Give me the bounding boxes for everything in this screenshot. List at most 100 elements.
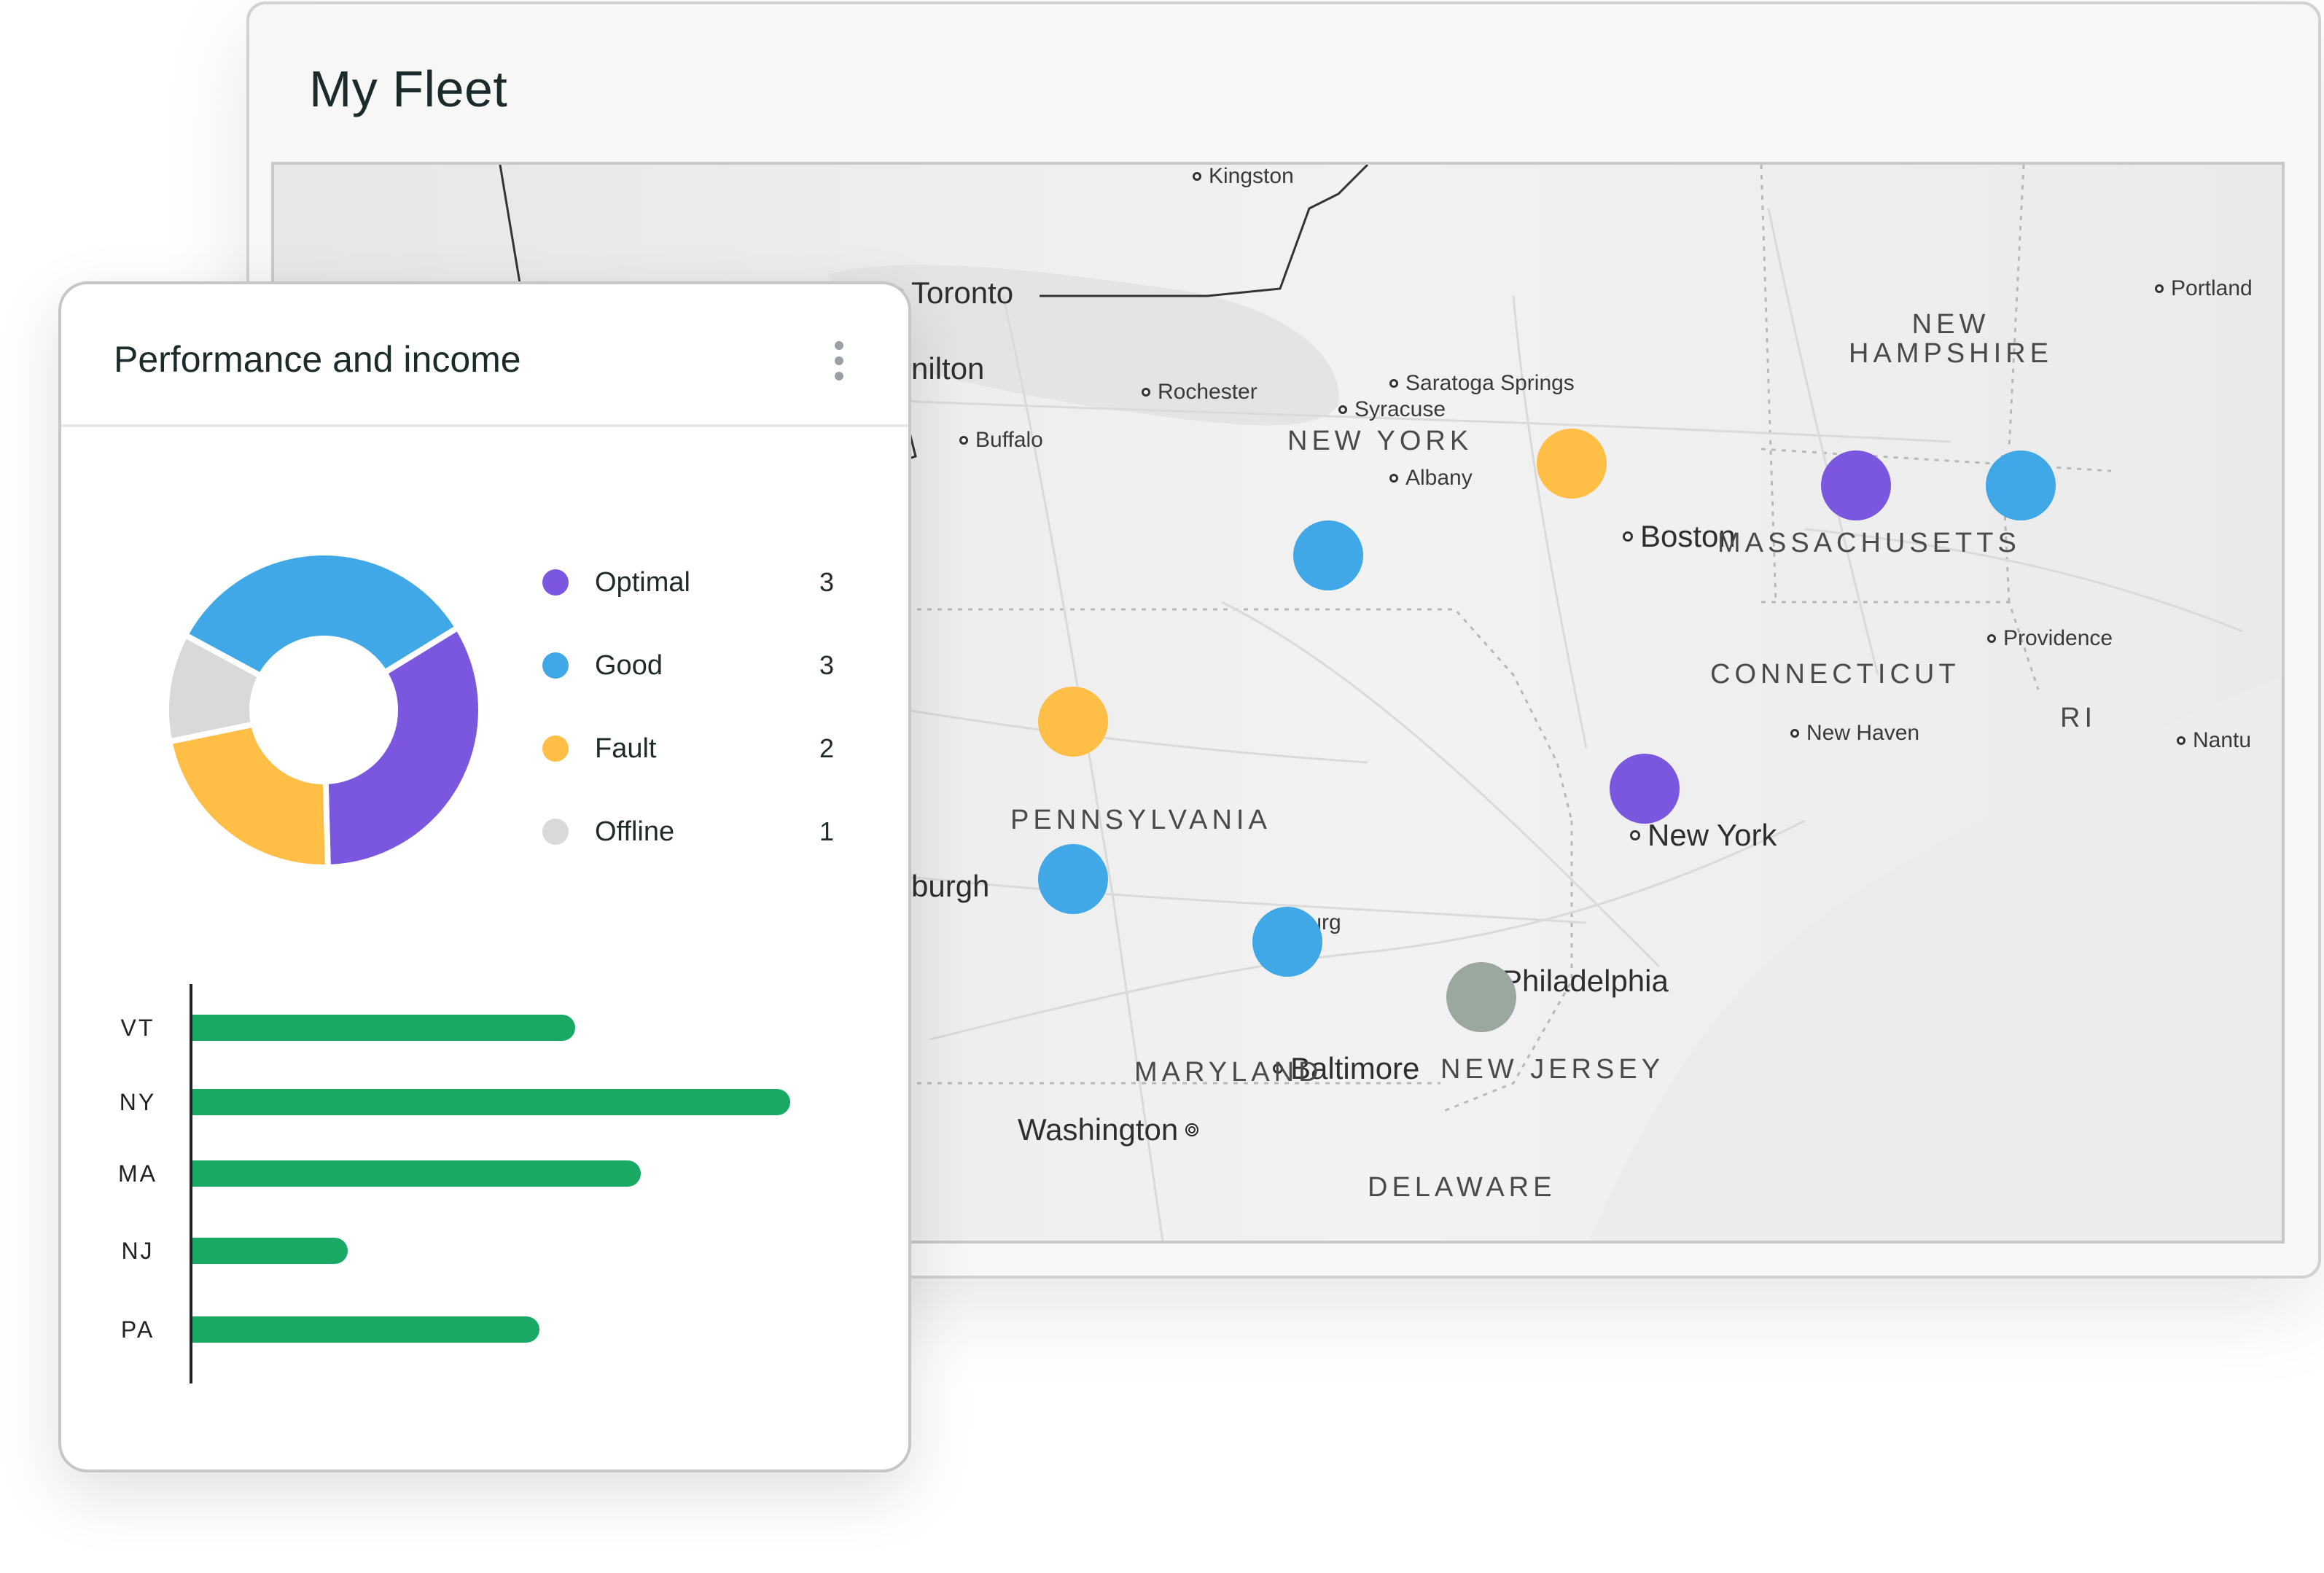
map-state-label: MARYLAND [1134,1057,1323,1088]
city-marker-icon [1389,379,1398,388]
bar-ma[interactable] [192,1160,641,1187]
city-name: Boston [1640,519,1736,553]
fleet-site-pin-optimal[interactable] [1821,450,1891,520]
city-name: burgh [911,869,990,903]
bar-label: VT [120,1014,155,1041]
bar-ny[interactable] [192,1089,790,1115]
city-marker-icon [1389,474,1398,483]
map-state-label: NEW JERSEY [1440,1054,1665,1085]
bar-label: PA [120,1316,155,1343]
city-name: Buffalo [975,428,1043,452]
donut-slice-fault[interactable] [165,720,331,870]
map-city-label: New Haven [1790,721,1919,746]
map-state-label: RI [2060,703,2097,733]
map-state-label: MASSACHUSETTS [1717,528,2021,558]
city-name: Providence [2003,626,2113,650]
legend-count: 3 [819,567,834,597]
card-header: Performance and income [61,284,908,427]
bar-row-ny: NY [61,1088,914,1117]
city-name: Baltimore [1290,1051,1420,1085]
map-city-label: Nantu [2177,728,2251,753]
city-marker-icon [1623,531,1633,542]
map-city-label: Boston [1623,519,1736,554]
bar-label: MA [118,1160,157,1187]
city-name: New Haven [1806,721,1920,745]
city-name: Nantu [2193,728,2252,752]
fleet-site-pin-fault[interactable] [1537,429,1607,499]
city-name: Syracuse [1354,397,1446,421]
bar-chart-axis [190,984,192,1383]
bar-label: NJ [121,1237,155,1264]
map-state-label: PENNSYLVANIA [1010,805,1271,835]
fleet-site-pin-fault[interactable] [1038,687,1108,757]
donut-slice-good[interactable] [181,550,462,680]
bar-nj[interactable] [192,1238,348,1264]
map-city-label: Rochester [1142,380,1257,405]
legend-label: Offline [595,816,675,847]
map-city-label: Washington [1018,1112,1199,1147]
legend-item-offline: Offline 1 [542,790,834,873]
legend-item-good: Good 3 [542,624,834,707]
city-name: Portland [2171,276,2253,300]
page-title: My Fleet [309,60,508,117]
city-name: nilton [911,351,985,386]
city-name: Kingston [1209,164,1294,188]
card-title: Performance and income [114,339,521,380]
kebab-menu-icon[interactable] [834,341,844,380]
fleet-site-pin-good[interactable] [1038,844,1108,914]
state-bar-chart: VT NY MA NJ PA [61,984,914,1392]
city-name: New York [1648,818,1777,852]
city-name: Albany [1405,466,1473,490]
map-state-label: NEW HAMPSHIRE [1849,309,2053,369]
legend-label: Fault [595,733,657,764]
bar-row-vt: VT [61,1013,914,1042]
city-marker-icon [959,436,968,445]
bar-pa[interactable] [192,1316,539,1343]
fleet-site-pin-optimal[interactable] [1610,754,1680,824]
map-city-label: Syracuse [1338,397,1446,422]
city-name: Rochester [1158,380,1257,404]
bar-row-nj: NJ [61,1236,914,1265]
city-marker-icon [1790,729,1799,738]
legend-item-optimal: Optimal 3 [542,541,834,624]
map-city-label: Kingston [1193,164,1294,189]
map-state-label: CONNECTICUT [1710,659,1960,690]
city-name: Philadelphia [1502,964,1669,998]
fleet-site-pin-good[interactable] [1986,450,2056,520]
fleet-site-pin-good[interactable] [1293,520,1363,590]
map-city-label: Toronto [894,276,1013,311]
legend-count: 2 [819,733,834,763]
city-marker-icon [1338,405,1347,414]
city-marker-icon [1185,1123,1199,1136]
legend-label: Optimal [595,566,690,598]
city-name: Saratoga Springs [1405,371,1575,395]
city-marker-icon [2177,736,2185,745]
map-city-label: New York [1630,818,1777,853]
donut-slice-optimal[interactable] [322,623,484,871]
bar-label: NY [119,1088,157,1115]
fleet-site-pin-good[interactable] [1252,907,1322,977]
bar-row-pa: PA [61,1315,914,1344]
map-city-label: Albany [1389,466,1473,491]
map-city-label: Buffalo [959,428,1043,453]
bar-row-ma: MA [61,1159,914,1188]
fleet-site-pin-offline[interactable] [1446,962,1516,1032]
city-marker-icon [1987,634,1996,643]
city-marker-icon [1142,388,1150,397]
bar-vt[interactable] [192,1015,575,1041]
city-marker-icon [1273,1063,1283,1074]
map-city-label: Providence [1987,626,2113,651]
legend-count: 1 [819,816,834,846]
map-city-label: Saratoga Springs [1389,371,1575,396]
legend-swatch-icon [542,735,569,762]
city-marker-icon [1193,172,1201,181]
legend-swatch-icon [542,819,569,845]
legend-label: Good [595,649,663,681]
map-city-label: Baltimore [1273,1051,1419,1086]
map-city-label: Portland [2155,276,2253,301]
legend-swatch-icon [542,652,569,679]
legend-item-fault: Fault 2 [542,707,834,790]
city-name: Toronto [911,276,1014,310]
map-state-label: DELAWARE [1368,1172,1556,1203]
status-legend: Optimal 3 Good 3 Fault 2 Offline 1 [542,541,834,873]
